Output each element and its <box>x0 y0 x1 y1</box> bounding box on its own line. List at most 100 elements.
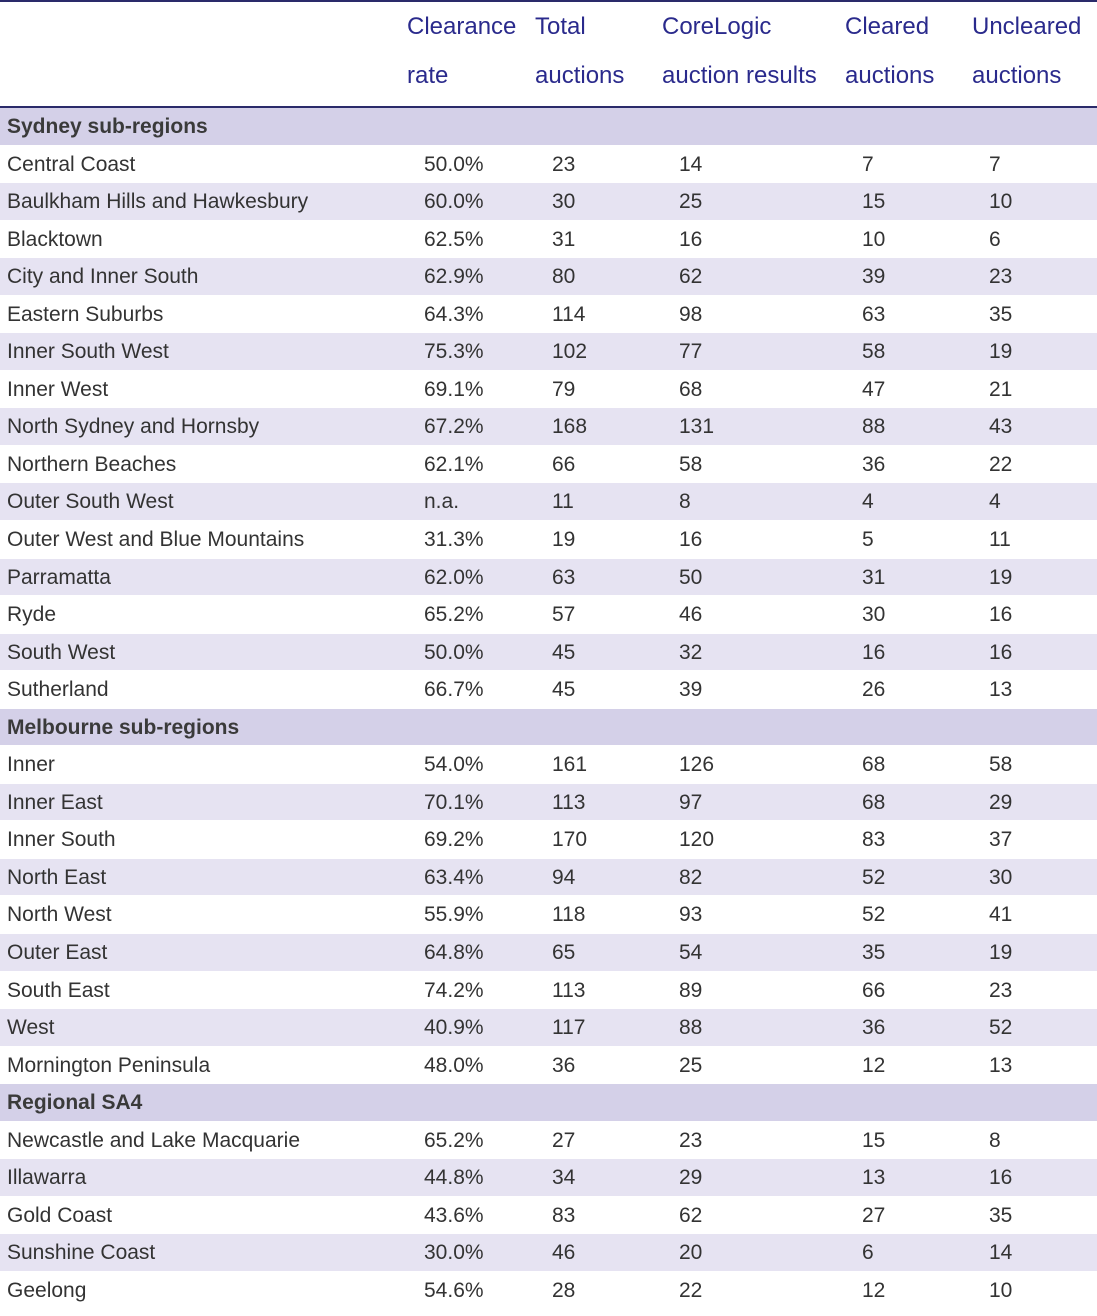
clearance-rate-cell: 54.6% <box>424 1278 484 1302</box>
total-auctions-cell: 45 <box>552 678 576 702</box>
header-total-auctions: Total auctions <box>535 13 625 89</box>
clearance-rate-cell: 64.3% <box>424 302 484 326</box>
total-auctions-cell: 102 <box>552 340 588 364</box>
cleared-auctions-cell: 16 <box>862 640 886 664</box>
total-auctions-cell: 94 <box>552 865 576 889</box>
cleared-auctions-cell: 4 <box>862 490 874 514</box>
cleared-auctions-cell: 83 <box>862 828 886 852</box>
corelogic-results-cell: 50 <box>679 565 703 589</box>
table-row: Mornington Peninsula 48.0% 36 25 12 13 <box>0 1047 1097 1085</box>
corelogic-results-cell: 23 <box>679 1128 703 1152</box>
table-row: Eastern Suburbs 64.3% 114 98 63 35 <box>0 296 1097 334</box>
region-name-cell: Newcastle and Lake Macquarie <box>7 1128 300 1152</box>
cleared-auctions-cell: 13 <box>862 1166 886 1190</box>
clearance-rate-cell: 70.1% <box>424 790 484 814</box>
uncleared-auctions-cell: 23 <box>989 978 1013 1002</box>
cleared-auctions-cell: 31 <box>862 565 886 589</box>
uncleared-auctions-cell: 16 <box>989 603 1013 627</box>
table-row: North Sydney and Hornsby 67.2% 168 131 88 43 <box>0 408 1097 446</box>
cleared-auctions-cell: 52 <box>862 865 886 889</box>
region-name-cell: Outer West and Blue Mountains <box>7 528 305 552</box>
clearance-rate-cell: 54.0% <box>424 753 484 777</box>
total-auctions-cell: 79 <box>552 377 576 401</box>
total-auctions-cell: 170 <box>552 828 588 852</box>
corelogic-results-cell: 54 <box>679 941 703 965</box>
table-row: Geelong 54.6% 28 22 12 10 <box>0 1272 1097 1310</box>
header-corelogic-results: CoreLogic auction results <box>662 13 817 89</box>
uncleared-auctions-cell: 22 <box>989 452 1013 476</box>
region-name-cell: Baulkham Hills and Hawkesbury <box>7 190 309 214</box>
region-name-cell: North West <box>7 903 112 927</box>
clearance-rate-cell: 74.2% <box>424 978 484 1002</box>
corelogic-results-cell: 25 <box>679 1053 703 1077</box>
clearance-rate-cell: 64.8% <box>424 941 484 965</box>
clearance-rate-cell: 63.4% <box>424 865 484 889</box>
uncleared-auctions-cell: 43 <box>989 415 1013 439</box>
uncleared-auctions-cell: 19 <box>989 941 1013 965</box>
corelogic-results-cell: 62 <box>679 265 703 289</box>
uncleared-auctions-cell: 13 <box>989 1053 1013 1077</box>
uncleared-auctions-cell: 58 <box>989 753 1013 777</box>
uncleared-auctions-cell: 11 <box>989 528 1011 552</box>
corelogic-results-cell: 20 <box>679 1241 703 1265</box>
cleared-auctions-cell: 39 <box>862 265 886 289</box>
total-auctions-cell: 36 <box>552 1053 576 1077</box>
clearance-rate-cell: n.a. <box>424 490 460 514</box>
cleared-auctions-cell: 15 <box>862 1128 886 1152</box>
clearance-rate-cell: 69.2% <box>424 828 484 852</box>
clearance-rate-cell: 75.3% <box>424 340 484 364</box>
table-row: West 40.9% 117 88 36 52 <box>0 1009 1097 1047</box>
corelogic-results-cell: 46 <box>679 603 703 627</box>
clearance-rate-cell: 30.0% <box>424 1241 484 1265</box>
uncleared-auctions-cell: 41 <box>989 903 1013 927</box>
table-row: Inner 54.0% 161 126 68 58 <box>0 746 1097 784</box>
cleared-auctions-cell: 35 <box>862 941 886 965</box>
total-auctions-cell: 11 <box>552 490 574 514</box>
region-name-cell: Geelong <box>7 1278 87 1302</box>
table-row: North East 63.4% 94 82 52 30 <box>0 858 1097 897</box>
cleared-auctions-cell: 52 <box>862 903 886 927</box>
table-row: South West 50.0% 45 32 16 16 <box>0 633 1097 672</box>
corelogic-results-cell: 126 <box>679 753 715 777</box>
region-name-cell: Central Coast <box>7 152 136 176</box>
uncleared-auctions-cell: 23 <box>989 265 1013 289</box>
uncleared-auctions-cell: 13 <box>989 678 1013 702</box>
clearance-rate-cell: 44.8% <box>424 1166 484 1190</box>
cleared-auctions-cell: 12 <box>862 1053 886 1077</box>
uncleared-auctions-cell: 52 <box>989 1016 1013 1040</box>
corelogic-results-cell: 16 <box>679 528 703 552</box>
clearance-rate-cell: 67.2% <box>424 415 484 439</box>
total-auctions-cell: 114 <box>552 302 586 326</box>
region-name-cell: Mornington Peninsula <box>7 1053 211 1077</box>
uncleared-auctions-cell: 37 <box>989 828 1013 852</box>
clearance-rate-cell: 43.6% <box>424 1203 484 1227</box>
total-auctions-cell: 113 <box>552 978 586 1002</box>
region-name-cell: Outer East <box>7 941 108 965</box>
region-name-cell: Blacktown <box>7 227 103 251</box>
uncleared-auctions-cell: 10 <box>989 190 1013 214</box>
total-auctions-cell: 63 <box>552 565 576 589</box>
cleared-auctions-cell: 63 <box>862 302 886 326</box>
cleared-auctions-cell: 36 <box>862 452 886 476</box>
region-name-cell: Ryde <box>7 603 57 627</box>
region-name-cell: Illawarra <box>7 1166 87 1190</box>
region-name-cell: Inner South West <box>7 340 169 364</box>
region-name-cell: City and Inner South <box>7 265 199 289</box>
total-auctions-cell: 30 <box>552 190 576 214</box>
table-row: Outer East 64.8% 65 54 35 19 <box>0 934 1097 972</box>
uncleared-auctions-cell: 35 <box>989 1203 1013 1227</box>
section-header-row: Sydney sub-regions <box>0 108 1097 146</box>
region-name-cell: Sutherland <box>7 678 109 702</box>
region-name-cell: Outer South West <box>7 490 174 514</box>
table-top-rule <box>0 0 1097 2</box>
clearance-rate-cell: 66.7% <box>424 678 484 702</box>
corelogic-results-cell: 25 <box>679 190 703 214</box>
cleared-auctions-cell: 12 <box>862 1278 886 1302</box>
region-name-cell: Inner West <box>7 377 109 401</box>
corelogic-results-cell: 16 <box>679 227 703 251</box>
total-auctions-cell: 23 <box>552 152 576 176</box>
section-header-row: Melbourne sub-regions <box>0 708 1097 747</box>
table-row: Inner South West 75.3% 102 77 58 19 <box>0 333 1097 371</box>
table-row: Sutherland 66.7% 45 39 26 13 <box>0 671 1097 709</box>
region-name-cell: Inner South <box>7 828 116 852</box>
